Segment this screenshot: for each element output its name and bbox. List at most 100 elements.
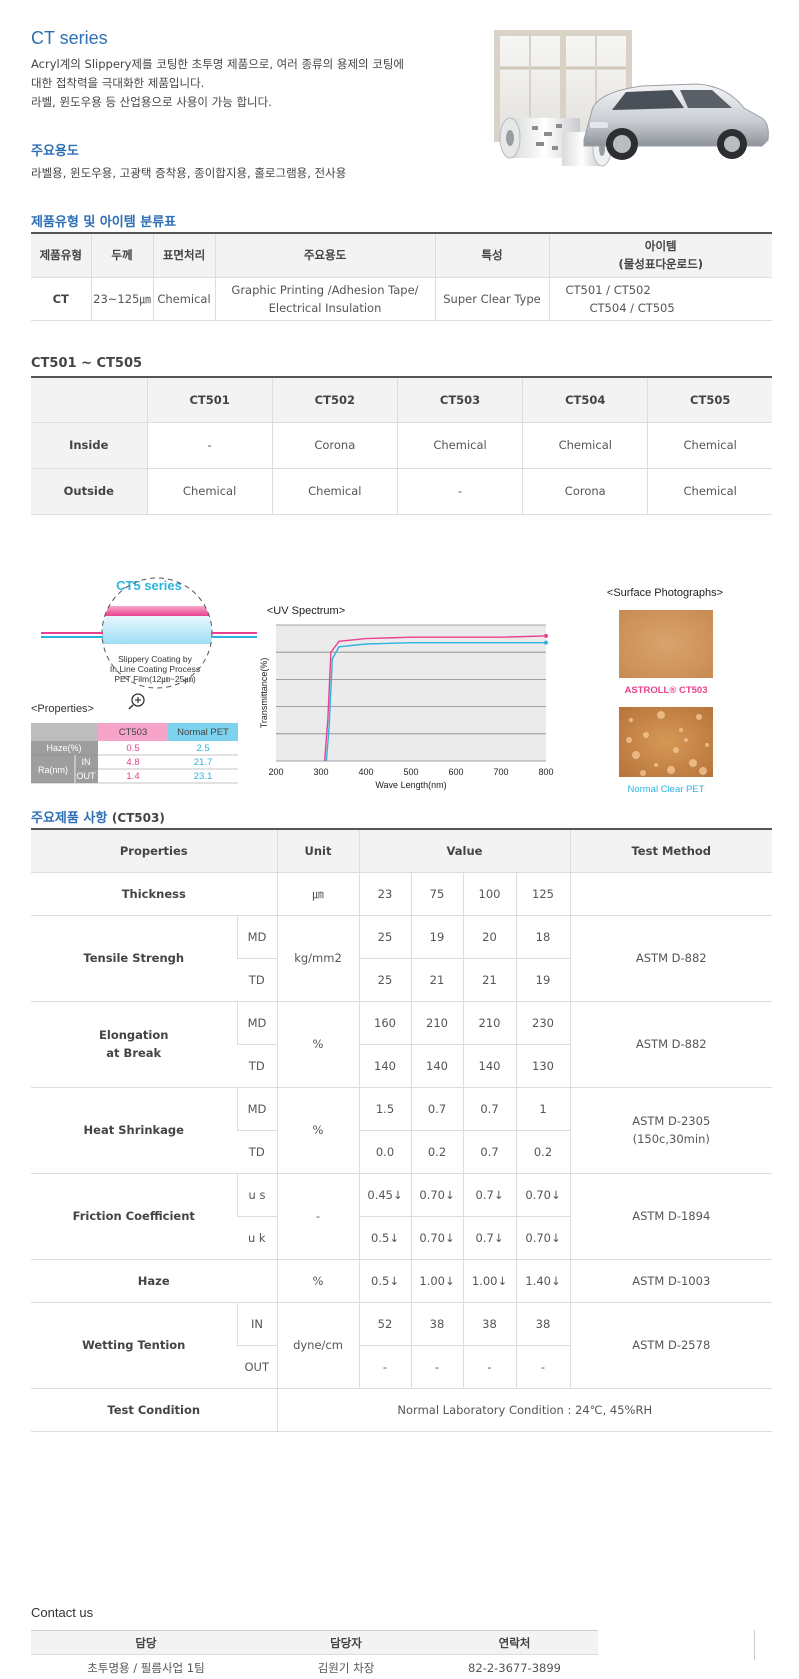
value-cell: 18	[515, 915, 570, 959]
uv-x-tick-label: 800	[538, 767, 553, 777]
surface-texture-bump	[667, 766, 675, 774]
value-cell: 0.7↓	[462, 1216, 516, 1260]
value-cell: 0.7	[462, 1087, 516, 1131]
photo-caption-normal-pet: Normal Clear PET	[627, 784, 704, 795]
props-value: 2.5	[196, 743, 209, 754]
sub-cell: TD	[237, 1044, 277, 1088]
table-row: Test Condition Normal Laboratory Conditi…	[31, 1388, 772, 1432]
props-label-ra: Ra(nm)	[38, 765, 68, 775]
classification-title: 제품유형 및 아이템 분류표	[31, 215, 177, 230]
contact-phone[interactable]: 82-2-3677-3899	[431, 1654, 598, 1679]
col-header-type: 제품유형	[31, 232, 91, 278]
value-cell: 1.40↓	[515, 1259, 570, 1303]
intro-section: CT series Acryl계의 Slippery제를 코팅한 초투명 제품으…	[31, 28, 451, 181]
properties-mini-table: <Properties> CT503 Normal PET Haze(%) Ra…	[31, 703, 238, 784]
value-cell: 20	[462, 915, 516, 959]
value-cell: 52	[358, 1302, 411, 1346]
prop-haze: Haze	[31, 1259, 277, 1303]
prop-shrinkage: Heat Shrinkage	[31, 1087, 237, 1174]
items-download-link-2[interactable]: CT504 / CT505	[589, 300, 675, 315]
value-cell: 0.7	[462, 1130, 516, 1174]
unit-cell: kg/mm2	[276, 915, 359, 1002]
sub-cell: IN	[236, 1302, 277, 1346]
value-cell: 25	[358, 915, 411, 959]
table-row: u k 0.5↓ 0.70↓ 0.7↓ 0.70↓	[31, 1216, 772, 1260]
row-label-outside: Outside	[31, 468, 147, 515]
method-cell: ASTM D-1894	[569, 1173, 772, 1260]
surface-texture-bump	[626, 737, 632, 743]
specs-table: Properties Unit Value Test Method Thickn…	[31, 828, 772, 1432]
contact-header-person: 담당자	[261, 1630, 431, 1655]
value-cell: 0.70↓	[410, 1173, 463, 1217]
surface-texture-bump	[643, 732, 649, 738]
contact-dept: 초투명용 / 필름사업 1팀	[31, 1654, 261, 1679]
sub-cell: MD	[236, 1001, 277, 1045]
scrollbar-thumb[interactable]	[754, 1630, 755, 1660]
value-cell: 100	[462, 872, 516, 916]
sub-cell: MD	[236, 1087, 277, 1131]
value-cell: 38	[410, 1302, 463, 1346]
uses-title: 주요용도	[31, 144, 79, 159]
intro-desc-line2: 대한 접착력을 극대화한 제품입니다.	[31, 76, 205, 90]
value-cell: 140	[462, 1044, 516, 1088]
uv-x-tick-label: 400	[358, 767, 373, 777]
shrinkage-method: ASTM D-2305	[632, 1114, 711, 1128]
uv-series-line-1	[323, 635, 547, 762]
classification-table: 제품유형 두께 표면처리 주요용도 특성 아이템 (물성표다운로드) CT 23…	[31, 232, 772, 321]
table-row: Haze % 0.5↓ 1.00↓ 1.00↓ 1.40↓ ASTM D-100…	[31, 1259, 772, 1303]
shrinkage-method-cond: (150c,30min)	[632, 1132, 710, 1146]
col-header-test-method: Test Method	[569, 828, 772, 873]
table-cell: -	[146, 422, 273, 469]
grades-title: CT501 ~ CT505	[31, 356, 143, 371]
callout-line3: PET Film(12㎛~25㎛)	[114, 674, 195, 685]
props-label-haze: Haze(%)	[46, 743, 81, 753]
uv-x-axis-label: Wave Length(nm)	[375, 780, 446, 790]
value-cell: 0.70↓	[515, 1173, 570, 1217]
col-header-ct501: CT501	[146, 376, 273, 423]
cell-thickness: 23~125㎛	[90, 277, 153, 321]
sub-cell: u s	[236, 1173, 277, 1217]
value-cell: -	[462, 1345, 516, 1389]
uv-x-tick-label: 500	[403, 767, 418, 777]
zoom-in-icon	[128, 693, 145, 710]
value-cell: 0.45↓	[358, 1173, 411, 1217]
specs-title-main: 주요제품 사항	[31, 811, 108, 826]
value-cell: 19	[410, 915, 463, 959]
col-header-surface: 표면처리	[152, 232, 215, 278]
table-row: Wetting Tention IN dyne/cm 52 38 38 38 A…	[31, 1302, 772, 1389]
unit-cell: %	[276, 1087, 359, 1174]
table-cell: -	[396, 468, 523, 515]
col-header-unit: Unit	[276, 828, 359, 873]
table-cell: Corona	[271, 422, 398, 469]
value-cell: 23	[358, 872, 411, 916]
value-cell: 125	[515, 872, 570, 916]
ct5-series-title: CT5 series	[116, 578, 182, 593]
surface-texture-bump	[629, 718, 633, 722]
uv-x-tick-label: 700	[493, 767, 508, 777]
table-row: OUT - - - -	[31, 1345, 772, 1389]
props-value: 23.1	[194, 771, 213, 782]
sub-cell: TD	[237, 958, 277, 1002]
cell-feature: Super Clear Type	[434, 277, 549, 321]
col-header-feature: 특성	[434, 232, 549, 278]
table-row: Inside - Corona Chemical Chemical Chemic…	[31, 422, 772, 469]
value-cell: 1.5	[358, 1087, 411, 1131]
props-value: 4.8	[126, 757, 139, 768]
cell-surface: Chemical	[152, 277, 215, 321]
cell-items[interactable]: CT501 / CT502 CT504 / CT505	[548, 277, 772, 321]
table-row: TD 25 21 21 19	[31, 958, 772, 1002]
prop-test-condition: Test Condition	[31, 1388, 277, 1432]
table-row: Outside Chemical Chemical - Corona Chemi…	[31, 468, 772, 515]
table-cell: Chemical	[396, 422, 523, 469]
grades-corner-cell	[31, 376, 147, 423]
items-download-link-1[interactable]: CT501 / CT502	[565, 282, 651, 297]
props-header-normal-pet: Normal PET	[177, 727, 229, 738]
car-illustration	[583, 83, 769, 160]
uv-series-endpoint	[544, 633, 548, 638]
value-cell: 130	[515, 1044, 570, 1088]
table-row: TD 140 140 140 130	[31, 1044, 772, 1088]
contact-person: 김원기 차장	[261, 1654, 431, 1679]
cell-type: CT	[31, 277, 91, 321]
uv-series-endpoint	[544, 640, 548, 645]
window-illustration	[494, 30, 632, 142]
